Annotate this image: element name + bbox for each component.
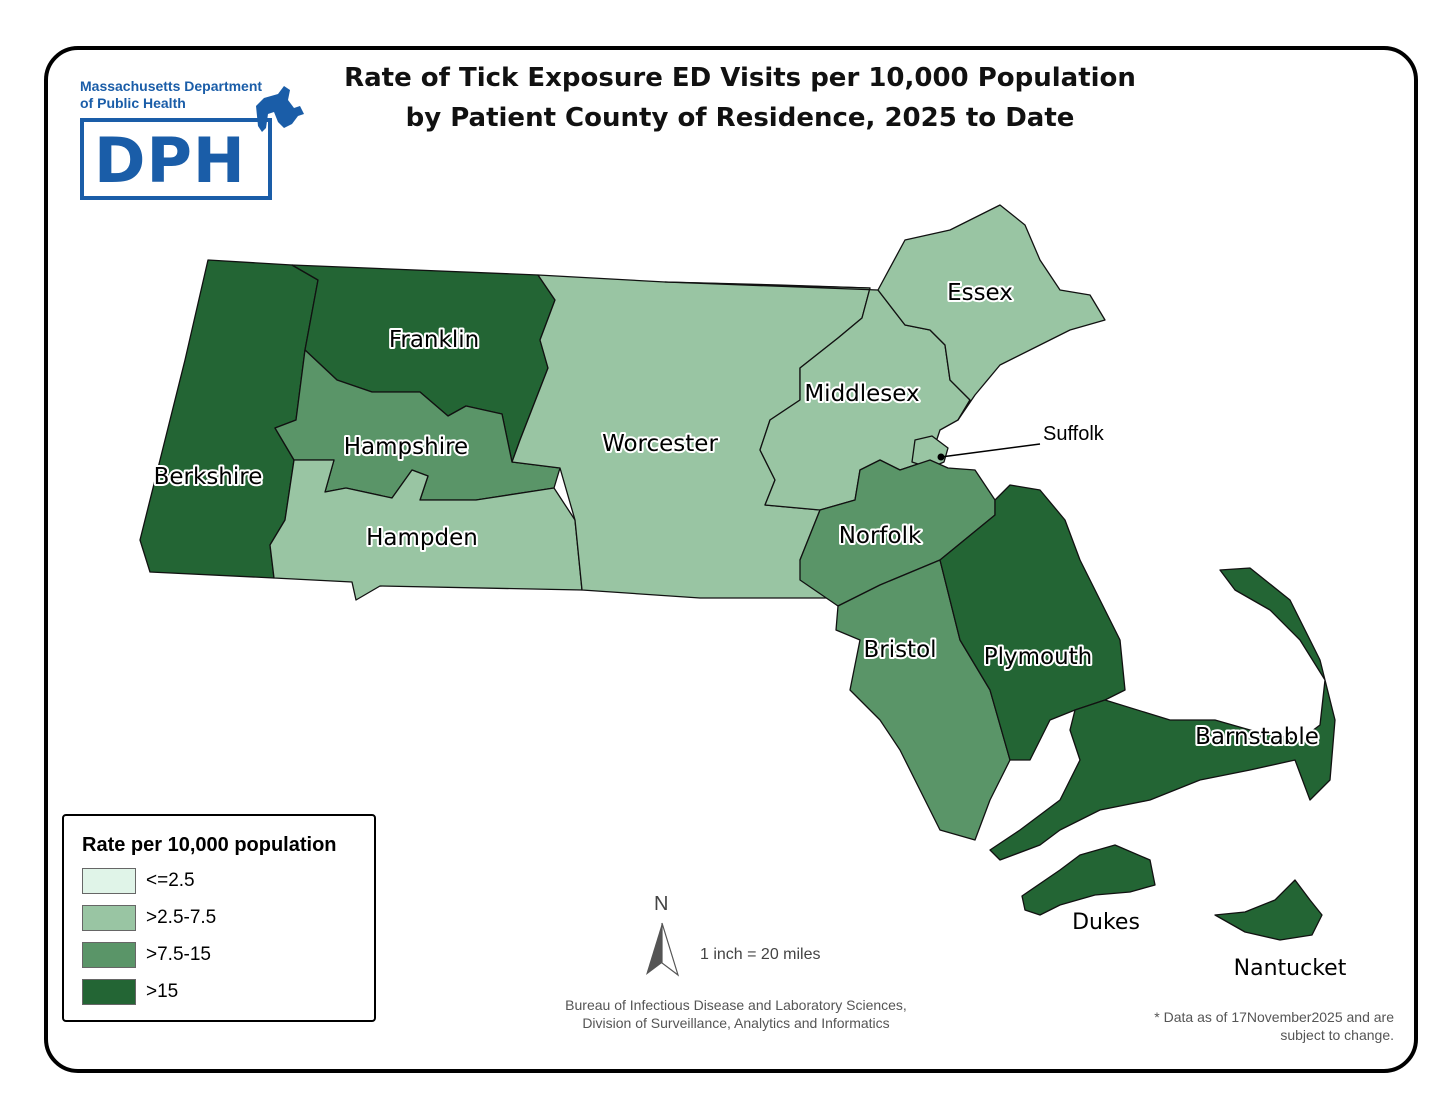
label-dukes: Dukes [1072, 910, 1140, 935]
logo-org-line-1: Massachusetts Department [80, 78, 263, 94]
county-dukes[interactable] [1021, 844, 1156, 916]
label-middlesex: Middlesex [804, 381, 919, 407]
label-berkshire: Berkshire [154, 464, 263, 490]
legend-label: >7.5-15 [146, 944, 211, 965]
credit-line-2: Division of Surveillance, Analytics and … [582, 1015, 890, 1031]
map-title: Rate of Tick Exposure ED Visits per 10,0… [300, 58, 1180, 138]
label-bristol: Bristol [863, 637, 936, 663]
logo-box: DPH [80, 118, 272, 200]
legend-swatch [82, 868, 136, 894]
label-hampden: Hampden [366, 525, 478, 551]
label-hampshire: Hampshire [344, 434, 468, 460]
legend-title: Rate per 10,000 population [82, 834, 337, 856]
legend: Rate per 10,000 population <=2.5 >2.5-7.… [62, 814, 376, 1022]
logo-org-line-2: of Public Health [80, 95, 186, 111]
legend-swatch [82, 942, 136, 968]
label-barnstable: Barnstable [1195, 724, 1319, 750]
county-barnstable[interactable] [989, 567, 1336, 861]
massachusetts-outline-icon [256, 86, 304, 132]
note-line-1: * Data as of 17November2025 and are [1154, 1009, 1394, 1025]
title-line-2: by Patient County of Residence, 2025 to … [405, 103, 1075, 133]
logo-org-name: Massachusetts Department of Public Healt… [80, 78, 262, 112]
label-worcester: Worcester [602, 431, 718, 457]
label-suffolk: Suffolk [1043, 423, 1105, 445]
title-line-1: Rate of Tick Exposure ED Visits per 10,0… [344, 63, 1136, 93]
county-hampden[interactable] [269, 459, 583, 601]
scale-text: 1 inch = 20 miles [700, 946, 821, 963]
county-nantucket[interactable] [1214, 879, 1323, 941]
county-plymouth[interactable] [939, 484, 1126, 761]
north-arrow-icon [646, 922, 680, 977]
note-line-2: subject to change. [1280, 1027, 1394, 1043]
label-plymouth: Plymouth [984, 644, 1093, 670]
dph-logo: Massachusetts Department of Public Healt… [76, 76, 306, 206]
logo-acronym: DPH [94, 124, 246, 197]
label-nantucket: Nantucket [1234, 956, 1347, 981]
legend-swatch [82, 979, 136, 1005]
county-suffolk[interactable] [911, 435, 949, 469]
north-arrow: N [640, 893, 686, 983]
legend-label: >15 [146, 981, 179, 1002]
legend-label: <=2.5 [146, 870, 195, 891]
county-essex[interactable] [877, 204, 1106, 421]
credit-line-1: Bureau of Infectious Disease and Laborat… [565, 997, 907, 1013]
label-franklin: Franklin [389, 327, 479, 353]
label-essex: Essex [947, 280, 1013, 306]
north-letter: N [654, 893, 669, 915]
credit-text: Bureau of Infectious Disease and Laborat… [520, 996, 952, 1032]
legend-label: >2.5-7.5 [146, 907, 217, 928]
legend-swatch [82, 905, 136, 931]
data-note: * Data as of 17November2025 and are subj… [1110, 1008, 1394, 1044]
suffolk-point-marker [937, 453, 945, 461]
suffolk-leader-line [940, 443, 1041, 458]
label-norfolk: Norfolk [839, 523, 922, 549]
